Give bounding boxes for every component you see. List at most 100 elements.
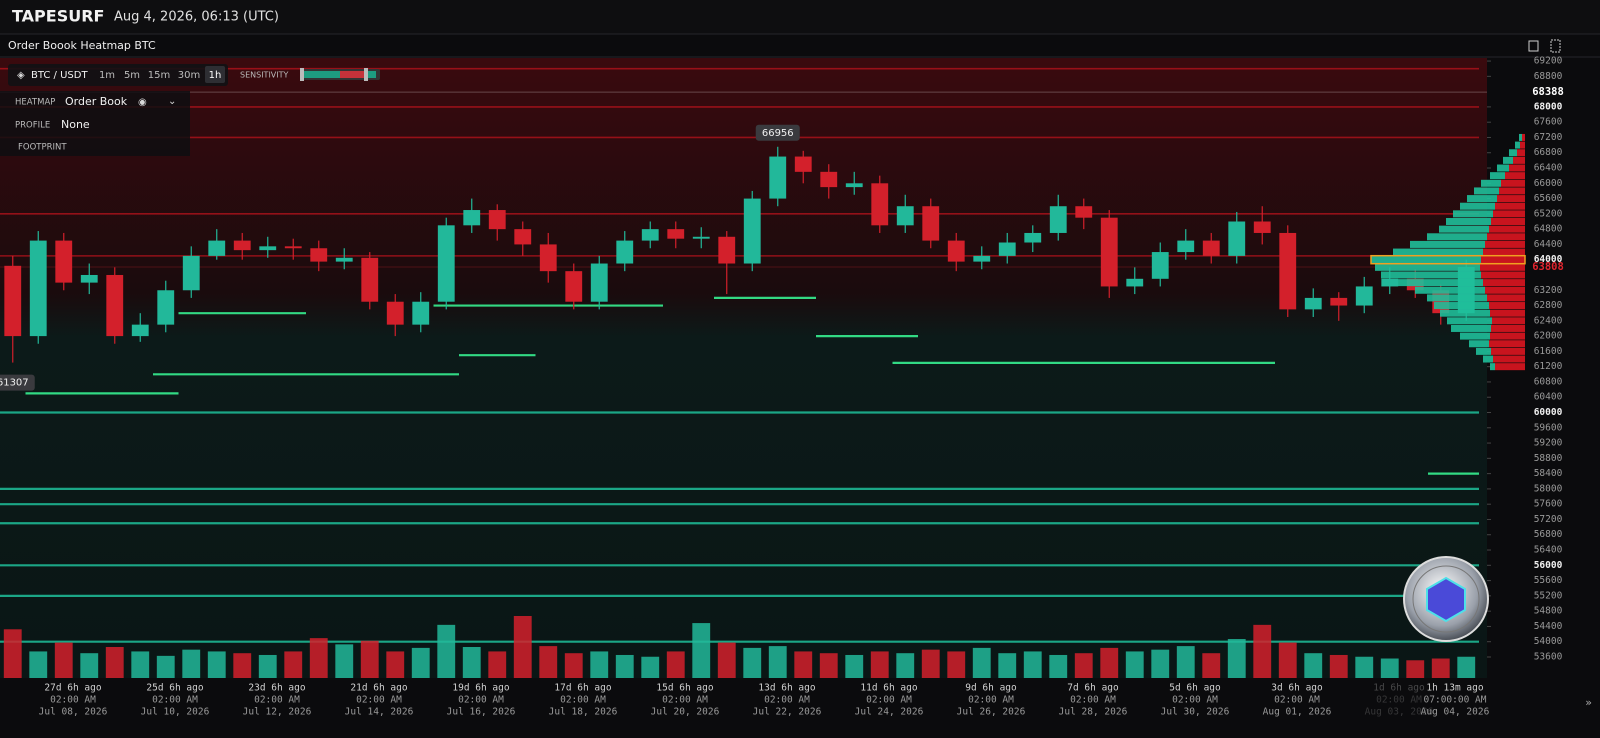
x-label-ago: 1h 13m ago (1426, 683, 1483, 694)
x-label-time: 02:00 AM (1376, 695, 1422, 706)
candle-body (29, 240, 47, 337)
x-label-time: 02:00 AM (50, 695, 96, 706)
volume-bar (1355, 656, 1374, 678)
toolbar (8, 64, 228, 86)
volume-bar (743, 647, 762, 678)
candle-body (233, 240, 251, 251)
minimize-icon[interactable] (1528, 40, 1539, 52)
profile-bid (1427, 233, 1487, 241)
profile-bid (1439, 225, 1489, 233)
candle-body (259, 246, 277, 251)
volume-bar (768, 646, 787, 678)
candle-body (55, 240, 73, 283)
candle-body (1253, 221, 1271, 233)
candle-body (131, 324, 149, 337)
candle-body (1202, 240, 1220, 256)
x-label-date: Jul 08, 2026 (39, 707, 108, 718)
profile-bid (1446, 217, 1491, 225)
volume-bar (105, 647, 124, 678)
y-tick-label: 58400 (1534, 468, 1563, 479)
setting-label[interactable]: FOOTPRINT (18, 143, 67, 153)
expand-icon[interactable] (1550, 39, 1561, 53)
profile-ask (1490, 332, 1525, 340)
candle-body (769, 156, 787, 199)
candle-body (106, 274, 124, 337)
x-label-date: Jul 10, 2026 (141, 707, 210, 718)
slider-track (340, 71, 368, 78)
eye-icon[interactable]: ◉ (138, 97, 147, 108)
timeframe[interactable]: 30m (178, 70, 200, 81)
candle-body (616, 240, 634, 264)
volume-bar (1380, 658, 1399, 678)
candle-body (463, 210, 481, 226)
timeframe[interactable]: 1m (99, 70, 115, 81)
symbol[interactable]: BTC / USDT (31, 70, 88, 81)
x-label-time: 02:00 AM (1274, 695, 1320, 706)
y-tick-label: 61200 (1534, 361, 1563, 372)
volume-bar (182, 649, 201, 678)
y-tick-label: 53600 (1534, 651, 1563, 662)
profile-bid (1490, 363, 1495, 371)
y-tick-label: 65600 (1534, 193, 1563, 204)
setting-value[interactable]: None (61, 118, 90, 131)
setting-label: PROFILE (15, 121, 50, 131)
y-tick-label: 61600 (1534, 346, 1563, 357)
timeframe[interactable]: 15m (148, 70, 170, 81)
plot: 53600 54000 54400 54800 55200 55600 56000 56400… (0, 56, 1564, 718)
price-marker: 63808 (1532, 261, 1564, 273)
profile-ask (1517, 149, 1525, 157)
volume-bar (258, 654, 277, 678)
slider-handle[interactable] (364, 68, 368, 81)
volume-bar (1304, 653, 1323, 678)
candle-body (718, 236, 736, 264)
volume-bar (1227, 639, 1246, 678)
candle-body (947, 240, 965, 262)
scroll-arrow[interactable]: » (1585, 696, 1592, 709)
candle-body (4, 265, 22, 337)
volume-bar (1431, 658, 1450, 678)
panel-title: Order Boook Heatmap BTC (8, 39, 156, 52)
candle-body (1075, 206, 1093, 218)
profile-ask (1491, 347, 1525, 355)
x-label-ago: 1d 6h ago (1373, 683, 1425, 694)
profile-ask (1499, 187, 1525, 195)
x-label-date: Aug 04, 2026 (1421, 707, 1490, 718)
profile-ask (1491, 217, 1525, 225)
volume-bar (590, 651, 609, 678)
candle-body (412, 301, 430, 325)
volume-bar (488, 651, 507, 678)
timeframe[interactable]: 5m (124, 70, 140, 81)
volume-bar (921, 649, 940, 678)
candle-body (488, 210, 506, 230)
candle-body (514, 229, 532, 245)
volume-bar (1457, 656, 1476, 678)
candle-body (794, 156, 812, 172)
x-label-time: 02:00 AM (1070, 695, 1116, 706)
candle-body (820, 171, 838, 188)
volume-bar (870, 651, 889, 678)
x-label-ago: 17d 6h ago (554, 683, 611, 694)
timeframe[interactable]: 1h (209, 70, 222, 81)
profile-ask (1483, 279, 1525, 287)
volume-bar (972, 647, 991, 678)
setting-value[interactable]: Order Book (65, 95, 128, 108)
candle-body (743, 198, 761, 264)
symbol-icon: ◈ (17, 70, 25, 81)
profile-ask (1493, 210, 1525, 218)
y-tick-label: 63200 (1534, 285, 1563, 296)
y-tick-label: 65200 (1534, 208, 1563, 219)
profile-bid (1503, 156, 1513, 164)
volume-bar (666, 651, 685, 678)
x-label-time: 02:00 AM (1172, 695, 1218, 706)
candle-body (539, 244, 557, 272)
volume-bar (1100, 647, 1119, 678)
x-label-ago: 11d 6h ago (860, 683, 917, 694)
volume-bar (207, 651, 226, 678)
volume-bar (1176, 646, 1195, 678)
slider-handle[interactable] (300, 68, 304, 81)
profile-bid (1451, 324, 1491, 332)
candle-body (284, 246, 302, 249)
profile-bid (1469, 340, 1489, 348)
chevron[interactable]: ⌄ (168, 96, 176, 107)
profile-bid (1490, 172, 1505, 180)
